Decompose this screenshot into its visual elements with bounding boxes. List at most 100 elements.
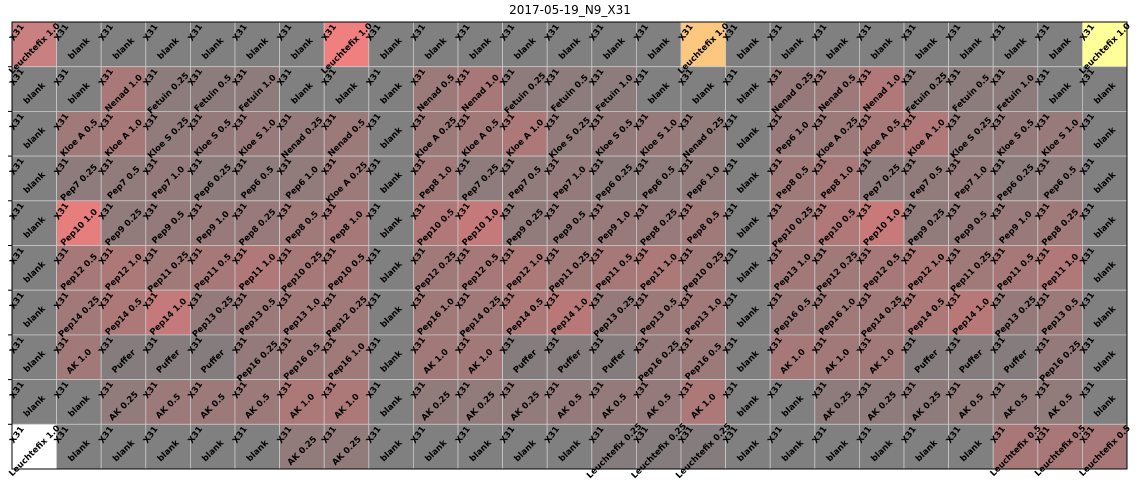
well [859,155,905,202]
well [591,245,637,291]
well [56,155,102,202]
well [502,155,548,202]
well [234,334,280,380]
well [234,379,280,425]
well [502,423,548,470]
well [769,289,816,336]
well [145,111,191,157]
well [234,245,280,291]
well [11,21,57,68]
well [948,379,994,425]
well [814,379,860,425]
well [502,21,548,68]
well [145,155,191,202]
well [412,200,459,246]
well [1082,379,1128,425]
well [1082,66,1128,112]
well [903,66,949,112]
well [412,155,459,202]
well [1082,21,1128,68]
well [903,423,949,470]
well [11,111,57,157]
well [368,155,414,202]
well [948,155,994,202]
well [948,423,994,470]
well [591,423,637,470]
well [680,289,726,336]
well [992,155,1039,202]
well [279,379,325,425]
well [680,379,726,425]
well [636,200,682,246]
well [903,379,949,425]
well [56,245,102,291]
well [992,379,1039,425]
well [234,289,280,336]
well [1037,423,1083,470]
well [725,245,771,291]
chart-title: 2017-05-19_N9_X31 [509,3,631,17]
well [56,289,102,336]
well [992,245,1039,291]
well [859,21,905,68]
well [56,334,102,380]
well [725,379,771,425]
well [100,111,147,157]
well [903,155,949,202]
well [546,334,593,380]
well [412,379,459,425]
well [56,379,102,425]
well [56,66,102,112]
well [100,423,147,470]
well [725,66,771,112]
well [368,245,414,291]
well [546,155,593,202]
well [145,245,191,291]
well [769,66,816,112]
well [100,66,147,112]
well [323,155,370,202]
well [100,200,147,246]
well [145,66,191,112]
well [992,111,1039,157]
well [769,111,816,157]
well [546,379,593,425]
well [992,21,1039,68]
well [769,379,816,425]
well [814,155,860,202]
well [814,21,860,68]
well [903,21,949,68]
well [100,155,147,202]
well [1037,334,1083,380]
well [457,111,503,157]
well [1037,66,1083,112]
well [948,334,994,380]
well [279,155,325,202]
well [145,334,191,380]
well [859,111,905,157]
well [189,423,236,470]
well [546,200,593,246]
well [189,289,236,336]
well [100,334,147,380]
well [234,155,280,202]
well [591,334,637,380]
well [145,423,191,470]
well [948,289,994,336]
well [502,379,548,425]
well [502,334,548,380]
well [279,334,325,380]
well [992,66,1039,112]
well [948,200,994,246]
well [769,334,816,380]
well [323,379,370,425]
well [948,111,994,157]
well [859,200,905,246]
well [412,289,459,336]
well [457,379,503,425]
well [279,200,325,246]
well [457,66,503,112]
well [769,21,816,68]
well [11,245,57,291]
